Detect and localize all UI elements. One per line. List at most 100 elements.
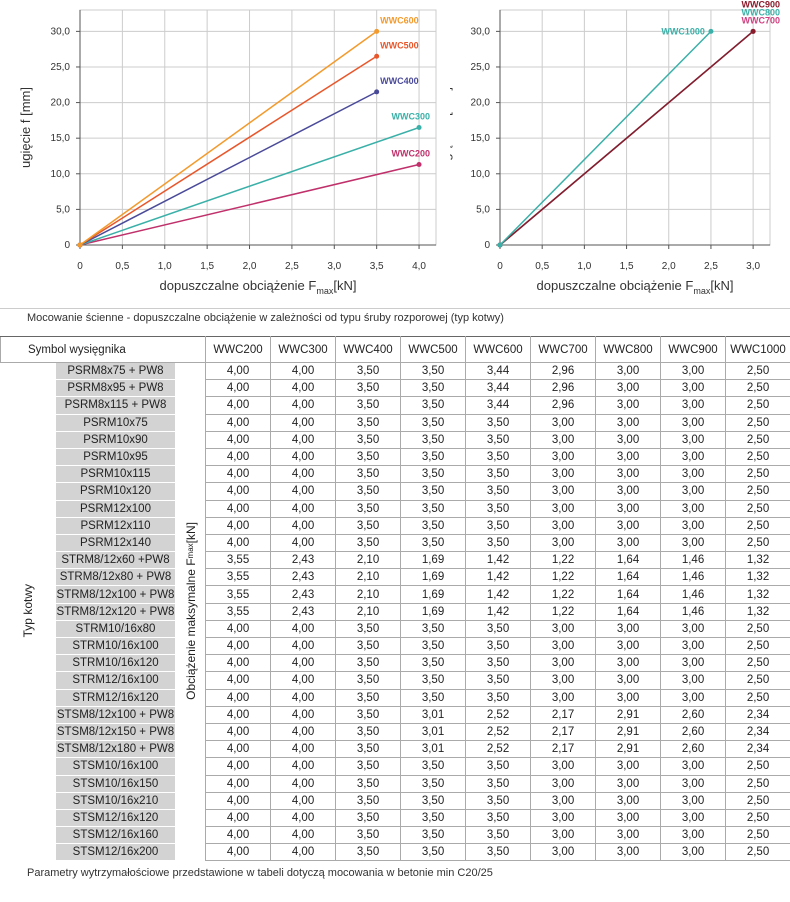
- value-cell: 3,00: [530, 843, 597, 862]
- series-line: [79, 126, 420, 246]
- value-cell: 4,00: [205, 654, 272, 673]
- plot-area: [499, 9, 771, 246]
- row-label: PSRM10x95: [55, 447, 176, 467]
- value-cell: 4,00: [270, 654, 337, 673]
- x-tick-label: 0: [497, 261, 503, 272]
- value-cell: 4,00: [205, 688, 272, 707]
- value-cell: 2,60: [660, 740, 727, 759]
- value-cell: 3,00: [530, 757, 597, 776]
- value-cell: 3,00: [595, 619, 662, 639]
- value-cell: 4,00: [205, 499, 272, 518]
- value-cell: 1,32: [725, 585, 790, 604]
- value-cell: 3,50: [400, 533, 467, 553]
- value-cell: 3,00: [660, 619, 727, 639]
- table-title: Mocowanie ścienne - dopuszczalne obciąże…: [27, 312, 504, 324]
- table-row: STRM8/12x120 + PW8 3,55 2,43 2,10 1,69 1,42 1,…: [1, 602, 790, 621]
- value-cell: 1,22: [530, 568, 597, 587]
- x-tick-label: 3,5: [370, 261, 384, 272]
- value-cell: 2,43: [270, 585, 337, 604]
- table-row: STRM12/16x120 4,00 4,00 3,50 3,50 3,50 3,00 3,0…: [1, 688, 790, 707]
- value-cell: 4,00: [270, 808, 337, 828]
- value-cell: 2,50: [725, 688, 790, 707]
- value-cell: 4,00: [205, 447, 272, 467]
- table-row: STRM8/12x60 +PW8 3,55 2,43 2,10 1,69 1,42 1,22…: [1, 551, 790, 570]
- value-cell: 3,00: [660, 413, 727, 432]
- value-cell: 3,00: [530, 499, 597, 518]
- x-axis-label-unit: [kN]: [710, 278, 733, 293]
- y-tick-label: 25,0: [51, 62, 71, 73]
- series-line: [79, 30, 378, 246]
- value-cell: 4,00: [205, 482, 272, 501]
- value-cell: 2,50: [725, 826, 790, 845]
- value-cell: 1,46: [660, 602, 727, 621]
- value-cell: 2,43: [270, 602, 337, 621]
- value-cell: 3,00: [660, 757, 727, 776]
- value-cell: 2,50: [725, 430, 790, 449]
- value-cell: 2,50: [725, 396, 790, 415]
- value-cell: 2,50: [725, 791, 790, 810]
- x-axis-label-unit: [kN]: [333, 278, 356, 293]
- value-cell: 4,00: [270, 447, 337, 467]
- header-cell: WWC800: [595, 336, 662, 363]
- table-row: STRM12/16x100 4,00 4,00 3,50 3,50 3,50 3,00 3,0…: [1, 671, 790, 690]
- value-cell: 4,00: [270, 465, 337, 484]
- value-cell: 2,52: [465, 722, 532, 742]
- value-cell: 3,50: [465, 533, 532, 553]
- value-cell: 3,50: [400, 688, 467, 707]
- value-cell: 2,52: [465, 705, 532, 724]
- value-cell: 4,00: [270, 722, 337, 742]
- value-cell: 4,00: [205, 361, 272, 381]
- value-cell: 2,50: [725, 499, 790, 518]
- side-label: Obciążenie maksymalne Fmax[kN]: [184, 522, 198, 700]
- value-cell: 3,00: [660, 482, 727, 501]
- value-cell: 3,00: [595, 413, 662, 432]
- data-point: [374, 28, 380, 34]
- value-cell: 4,00: [205, 740, 272, 759]
- row-label: STRM8/12x60 +PW8: [55, 551, 176, 570]
- y-tick-label: 10,0: [51, 169, 71, 180]
- series-label: WWC900: [741, 0, 780, 9]
- table-row: STSM12/16x160 4,00 4,00 3,50 3,50 3,50 3,00 3,0…: [1, 826, 790, 845]
- value-cell: 1,46: [660, 568, 727, 587]
- value-cell: 3,00: [660, 826, 727, 845]
- value-cell: 3,50: [400, 499, 467, 518]
- value-cell: 3,00: [530, 808, 597, 828]
- value-cell: 4,00: [270, 619, 337, 639]
- data-point: [708, 28, 714, 34]
- row-label: PSRM10x75: [55, 413, 176, 432]
- value-cell: 3,00: [595, 791, 662, 810]
- value-cell: 3,00: [660, 636, 727, 656]
- table-row: STSM8/12x180 + PW8 4,00 4,00 3,50 3,01 2,52 2,…: [1, 740, 790, 759]
- value-cell: 3,00: [530, 654, 597, 673]
- value-cell: 4,00: [270, 379, 337, 398]
- value-cell: 1,42: [465, 585, 532, 604]
- chart: 0 5,0 10,0 15,0 20,0 25,0 30,0 0 0,5 1,0 1,5 2,0 2,5…: [18, 9, 437, 296]
- value-cell: 3,50: [400, 757, 467, 776]
- x-tick-label: 1,5: [200, 261, 214, 272]
- value-cell: 3,00: [660, 447, 727, 467]
- series-line: [499, 30, 754, 246]
- table-row: STSM8/12x150 + PW8 4,00 4,00 3,50 3,01 2,52 2,…: [1, 722, 790, 742]
- value-cell: 3,00: [595, 396, 662, 415]
- value-cell: 3,50: [335, 654, 402, 673]
- value-cell: 4,00: [270, 705, 337, 724]
- value-cell: 2,34: [725, 705, 790, 724]
- value-cell: 3,50: [465, 757, 532, 776]
- value-cell: 3,00: [595, 499, 662, 518]
- x-axis-label: dopuszczalne obciążenie Fmax[kN]: [537, 278, 734, 296]
- series-label: WWC500: [380, 40, 419, 50]
- y-tick-label: 0: [484, 240, 490, 251]
- series-line: [79, 91, 378, 246]
- value-cell: 3,00: [595, 843, 662, 862]
- y-axis-label: ugięcie f [mm]: [18, 87, 33, 168]
- row-label: STRM10/16x120: [55, 654, 176, 673]
- value-cell: 1,42: [465, 551, 532, 570]
- side-label-unit: [kN]: [183, 521, 198, 543]
- value-cell: 3,00: [530, 447, 597, 467]
- series-label: WWC300: [391, 112, 430, 122]
- value-cell: 3,50: [335, 826, 402, 845]
- x-tick-label: 2,0: [662, 261, 676, 272]
- value-cell: 3,55: [205, 551, 272, 570]
- value-cell: 3,00: [595, 688, 662, 707]
- value-cell: 2,43: [270, 568, 337, 587]
